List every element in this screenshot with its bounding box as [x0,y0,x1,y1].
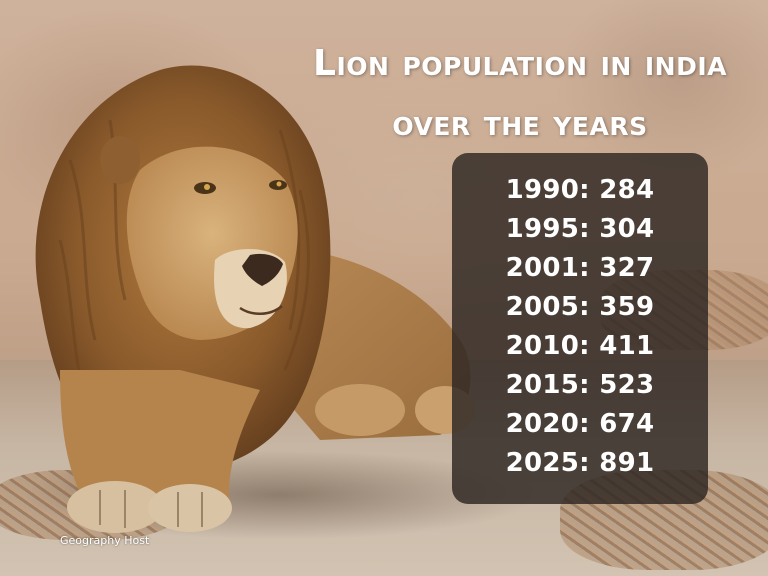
title-line-2: over the years [392,103,648,144]
population-row-2005: 2005: 359 [505,292,655,322]
population-panel: 1990: 284 1995: 304 2001: 327 2005: 359 … [452,153,708,504]
lion-left-paw [67,481,163,533]
population-row-2010: 2010: 411 [505,331,655,361]
lion-ear [100,136,140,184]
lion-right-paw [148,484,232,532]
title-line-1: Lion population in india [313,43,727,84]
population-row-1990: 1990: 284 [505,175,655,205]
watermark: Geography Host [60,534,150,547]
population-list: 1990: 284 1995: 304 2001: 327 2005: 359 … [452,171,708,483]
population-row-2025: 2025: 891 [505,448,655,478]
population-row-2015: 2015: 523 [505,370,655,400]
population-row-2020: 2020: 674 [505,409,655,439]
lion-front-legs [60,370,260,510]
page-title: Lion population in india over the years [300,34,740,154]
lion-hind-paw [315,384,405,436]
lion-nose [242,253,283,286]
population-row-2001: 2001: 327 [505,253,655,283]
population-row-1995: 1995: 304 [505,214,655,244]
